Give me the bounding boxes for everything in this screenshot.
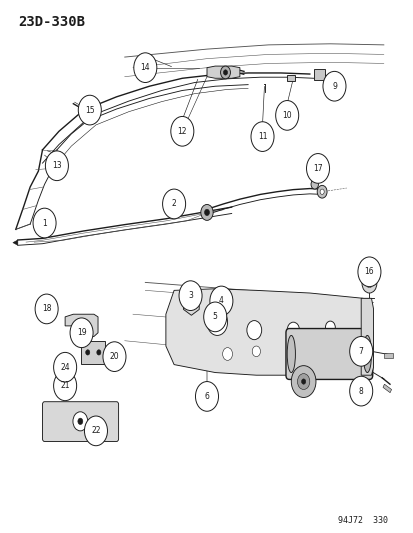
Text: 17: 17	[313, 164, 322, 173]
Text: 5: 5	[212, 312, 217, 321]
Circle shape	[54, 352, 76, 382]
Circle shape	[84, 416, 107, 446]
Polygon shape	[65, 314, 98, 336]
Circle shape	[203, 302, 226, 332]
Circle shape	[349, 376, 372, 406]
Circle shape	[209, 286, 233, 316]
Ellipse shape	[362, 335, 370, 373]
Text: 3: 3	[188, 291, 192, 300]
Polygon shape	[166, 289, 370, 375]
Text: 14: 14	[140, 63, 150, 72]
Ellipse shape	[61, 360, 69, 367]
Circle shape	[103, 342, 126, 372]
Circle shape	[54, 371, 76, 401]
Ellipse shape	[216, 301, 228, 312]
Circle shape	[306, 154, 329, 183]
Circle shape	[301, 379, 305, 384]
Text: 8: 8	[358, 386, 363, 395]
Circle shape	[78, 418, 83, 424]
Polygon shape	[206, 66, 239, 78]
Text: 6: 6	[204, 392, 209, 401]
Bar	[383, 353, 392, 358]
Circle shape	[206, 309, 227, 335]
Circle shape	[200, 205, 213, 220]
Polygon shape	[81, 108, 83, 110]
Ellipse shape	[63, 361, 66, 365]
Text: 19: 19	[76, 328, 86, 337]
Polygon shape	[183, 292, 199, 316]
FancyBboxPatch shape	[313, 69, 324, 80]
Bar	[287, 75, 295, 81]
Text: 4: 4	[218, 296, 223, 305]
Circle shape	[250, 122, 273, 151]
Circle shape	[60, 377, 70, 390]
Text: 2: 2	[171, 199, 176, 208]
Text: 23D-330B: 23D-330B	[18, 14, 85, 29]
Text: 20: 20	[109, 352, 119, 361]
Bar	[38, 300, 44, 303]
Circle shape	[222, 348, 232, 360]
Circle shape	[357, 257, 380, 287]
Circle shape	[287, 322, 299, 338]
Text: 18: 18	[42, 304, 51, 313]
Text: 94J72  330: 94J72 330	[337, 516, 387, 525]
Polygon shape	[13, 240, 18, 245]
Circle shape	[252, 346, 260, 357]
Text: 11: 11	[257, 132, 267, 141]
Circle shape	[171, 116, 193, 146]
Circle shape	[45, 151, 68, 181]
Circle shape	[63, 381, 67, 386]
Text: 7: 7	[358, 347, 363, 356]
Text: 13: 13	[52, 161, 62, 170]
Circle shape	[78, 95, 101, 125]
Circle shape	[70, 318, 93, 348]
Circle shape	[195, 382, 218, 411]
Circle shape	[35, 294, 58, 324]
Circle shape	[361, 274, 376, 293]
Circle shape	[291, 366, 315, 398]
Text: 9: 9	[331, 82, 336, 91]
Ellipse shape	[287, 335, 295, 373]
Circle shape	[322, 71, 345, 101]
Circle shape	[187, 298, 195, 309]
Circle shape	[220, 66, 230, 79]
Circle shape	[33, 208, 56, 238]
Bar	[382, 384, 391, 393]
Circle shape	[310, 180, 318, 189]
Ellipse shape	[211, 316, 223, 328]
Circle shape	[319, 189, 323, 195]
Text: 1: 1	[42, 219, 47, 228]
Text: 12: 12	[177, 127, 187, 136]
FancyBboxPatch shape	[43, 402, 118, 441]
Text: 15: 15	[85, 106, 95, 115]
Circle shape	[162, 189, 185, 219]
Circle shape	[246, 320, 261, 340]
Circle shape	[365, 279, 372, 288]
Polygon shape	[360, 298, 373, 375]
Circle shape	[275, 101, 298, 130]
Circle shape	[85, 350, 90, 355]
Circle shape	[178, 281, 202, 311]
Circle shape	[316, 185, 326, 198]
Circle shape	[73, 412, 88, 431]
Circle shape	[349, 336, 372, 366]
Circle shape	[223, 70, 227, 75]
Circle shape	[133, 53, 157, 83]
Ellipse shape	[214, 319, 219, 325]
Circle shape	[78, 320, 85, 329]
Text: 10: 10	[282, 111, 291, 120]
FancyBboxPatch shape	[81, 341, 105, 364]
Ellipse shape	[219, 304, 225, 310]
Circle shape	[325, 321, 335, 334]
Text: 16: 16	[364, 268, 373, 276]
Circle shape	[204, 209, 209, 216]
Circle shape	[97, 350, 101, 355]
Text: 22: 22	[91, 426, 100, 435]
Text: 24: 24	[60, 363, 70, 372]
Circle shape	[297, 374, 309, 390]
Text: 21: 21	[60, 381, 70, 390]
FancyBboxPatch shape	[285, 328, 372, 379]
